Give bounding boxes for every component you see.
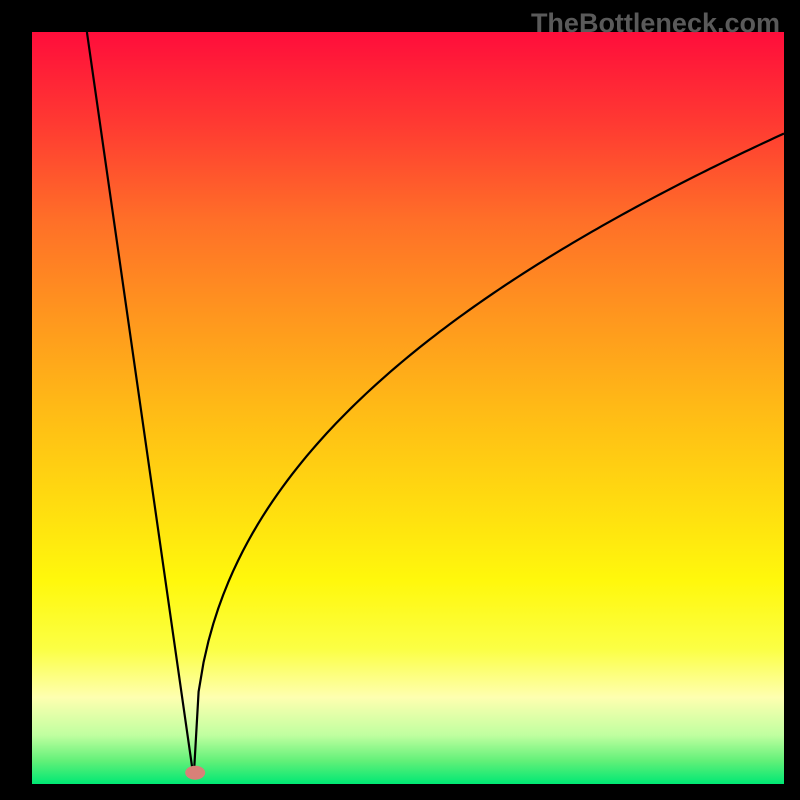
watermark-text: TheBottleneck.com (531, 8, 780, 39)
chart-container: TheBottleneck.com (0, 0, 800, 800)
optimal-point-marker (185, 766, 205, 780)
plot-area (32, 32, 784, 784)
gradient-background (32, 32, 784, 784)
